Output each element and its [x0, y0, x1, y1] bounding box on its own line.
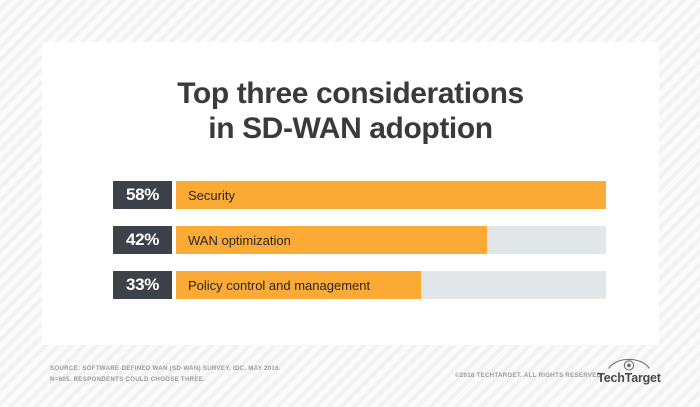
- eye-icon: [607, 354, 651, 371]
- logo-wordmark: TechTarget: [597, 371, 661, 385]
- bar-track: Security: [176, 181, 606, 209]
- bar-fill: [176, 181, 606, 209]
- source-line-1: SOURCE: SOFTWARE-DEFINED WAN (SD-WAN) SU…: [50, 365, 281, 372]
- bar-label: Security: [188, 187, 235, 203]
- bar-label: Policy control and management: [188, 277, 371, 293]
- techtarget-logo: TechTarget: [593, 354, 665, 390]
- bar-row: 33% Policy control and management: [113, 271, 606, 299]
- percentage-badge: 33%: [113, 271, 172, 299]
- page-title: Top three considerations in SD-WAN adopt…: [42, 76, 659, 147]
- infographic-card: Top three considerations in SD-WAN adopt…: [42, 42, 659, 345]
- source-line-2: N=605. RESPONDENTS COULD CHOOSE THREE.: [50, 375, 206, 383]
- bar-row: 58% Security: [113, 181, 606, 209]
- footer: SOURCE: SOFTWARE-DEFINED WAN (SD-WAN) SU…: [0, 352, 700, 407]
- bar-fill: [176, 226, 488, 254]
- bar-fill: [176, 271, 421, 299]
- percentage-badge: 42%: [113, 226, 172, 254]
- title-line-2: in SD-WAN adoption: [208, 112, 493, 146]
- bar-track: WAN optimization: [176, 226, 606, 254]
- title-line-1: Top three considerations: [177, 77, 524, 110]
- copyright-notice: ©2018 TECHTARGET. ALL RIGHTS RESERVED: [455, 372, 602, 379]
- bar-row: 42% WAN optimization: [113, 226, 606, 254]
- bar-track: Policy control and management: [176, 271, 606, 299]
- source-note: SOURCE: SOFTWARE-DEFINED WAN (SD-WAN) SU…: [50, 364, 281, 386]
- percentage-badge: 58%: [113, 181, 172, 209]
- bar-chart: 58% Security 42% WAN optimization 33% Po…: [113, 181, 606, 299]
- bar-label: WAN optimization: [188, 232, 291, 248]
